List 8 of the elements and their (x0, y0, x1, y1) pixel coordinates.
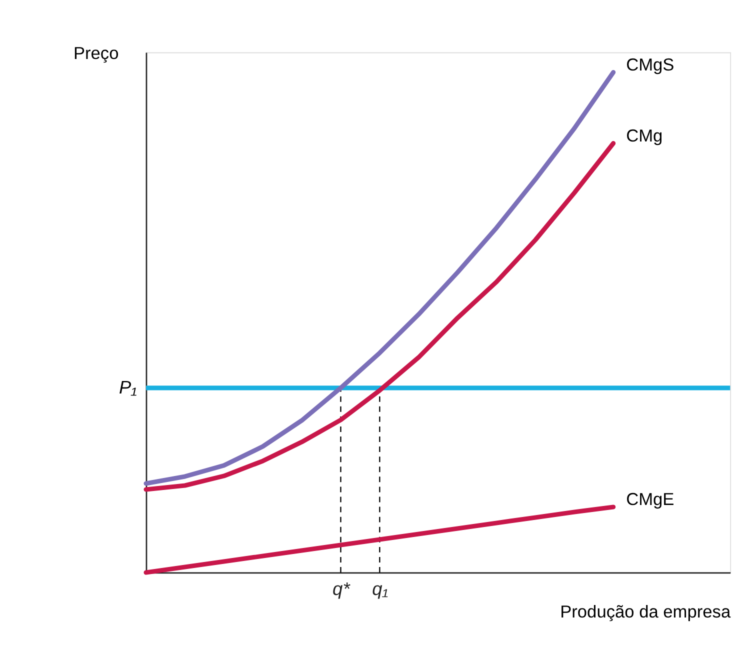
series-label: CMgS (626, 54, 674, 74)
x-axis-title: Produção da empresa (560, 602, 731, 622)
series-label: CMg (626, 126, 663, 146)
series-label: CMgE (626, 489, 674, 510)
x-tick-label: q* (332, 578, 351, 599)
y-axis-title: Preço (73, 43, 119, 64)
x-tick-label: q₁ (372, 578, 388, 599)
ref-line-label: P₁ (118, 376, 138, 398)
